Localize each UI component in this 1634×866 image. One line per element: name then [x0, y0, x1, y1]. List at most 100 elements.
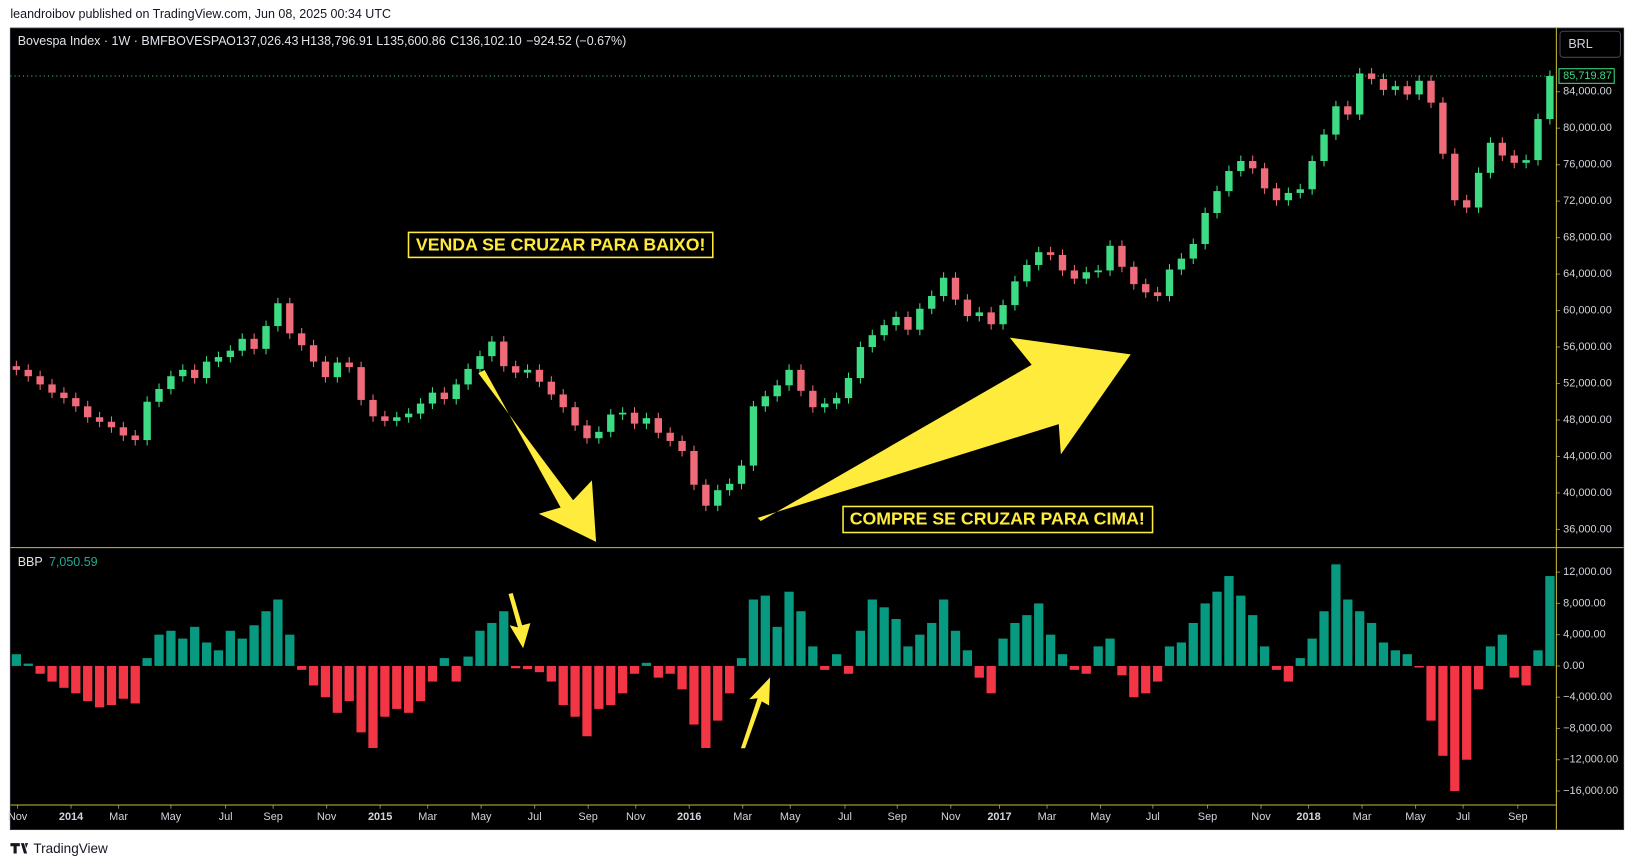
histogram-bar — [201, 642, 212, 666]
ohlc-high: H138,796.91 — [301, 34, 373, 48]
x-tick-label: Jul — [1146, 811, 1160, 823]
y-tick-label: 64,000.00 — [1563, 268, 1612, 280]
x-tick-label: Jul — [1456, 811, 1470, 823]
candle-body — [250, 338, 258, 349]
histogram-bar — [1283, 665, 1294, 682]
candle-body — [809, 390, 817, 408]
candle-body — [1249, 161, 1257, 169]
histogram-bar — [1331, 564, 1341, 666]
histogram-bar — [261, 611, 271, 666]
histogram-bar — [784, 591, 794, 666]
y-tick-label: 48,000.00 — [1563, 414, 1612, 426]
histogram-bar — [225, 630, 235, 666]
histogram-bar — [867, 599, 877, 666]
candle-body — [440, 392, 449, 400]
candle-body — [535, 369, 544, 382]
x-tick-label: Sep — [263, 811, 282, 823]
symbol-title: Bovespa Index · 1W · BMFBOVESPA — [18, 34, 228, 48]
histogram-bar — [1176, 642, 1187, 666]
y-tick-label: 4,000.00 — [1563, 629, 1606, 641]
arrow — [757, 337, 1131, 522]
candle-body — [1046, 252, 1055, 255]
histogram-bar — [1414, 665, 1424, 668]
candle-body — [916, 308, 924, 330]
histogram-bar — [94, 665, 105, 708]
histogram-bar — [725, 665, 735, 694]
candle-body — [928, 295, 936, 309]
candle-body — [547, 381, 556, 395]
histogram-bar — [1164, 646, 1175, 666]
publisher-line: leandroibov published on TradingView.com… — [10, 7, 391, 21]
candle-body — [95, 417, 104, 422]
x-tick-label: 2015 — [368, 811, 392, 823]
histogram-bar — [1319, 611, 1329, 666]
histogram-bar — [1212, 591, 1222, 666]
y-tick-label: −12,000.00 — [1563, 754, 1618, 766]
histogram-bar — [998, 638, 1008, 666]
x-tick-label: Mar — [1353, 811, 1372, 823]
arrow — [478, 369, 597, 542]
candle-body — [1094, 270, 1102, 273]
candle-body — [488, 341, 496, 357]
candle-body — [666, 432, 674, 441]
candle-body — [1118, 245, 1126, 267]
x-tick-label: Sep — [578, 811, 597, 823]
candle-body — [761, 396, 769, 407]
candle-body — [60, 392, 68, 399]
histogram-bar — [308, 665, 319, 686]
histogram-bar — [427, 665, 438, 682]
ohlc-open: O137,026.43 — [226, 34, 298, 48]
histogram-bar — [522, 665, 533, 670]
candle-body — [618, 412, 627, 415]
candle-body — [1130, 266, 1138, 285]
histogram-bar — [1509, 665, 1519, 678]
candle-body — [690, 450, 698, 485]
candle-body — [464, 368, 472, 385]
indicator-title: BBP — [18, 555, 43, 569]
plot-layer: 36,000.00 40,000.00 44,000.00 48,000.00 52,0… — [8, 67, 1618, 823]
currency-label[interactable]: BRL — [1568, 37, 1592, 51]
candle-body — [143, 401, 151, 441]
y-tick-label: 0.00 — [1563, 660, 1584, 672]
x-tick-label: Sep — [1198, 811, 1217, 823]
histogram-bar — [843, 665, 854, 674]
x-tick-label: Nov — [626, 811, 646, 823]
histogram-bar — [1259, 646, 1270, 666]
x-tick-label: Jul — [838, 811, 852, 823]
candle-body — [155, 388, 163, 402]
y-tick-label: 8,000.00 — [1563, 597, 1606, 609]
candle-body — [868, 335, 876, 348]
candle-body — [119, 427, 128, 436]
candle-body — [1237, 161, 1245, 172]
histogram-bar — [582, 665, 592, 737]
arrow — [740, 677, 771, 749]
histogram-bar — [701, 665, 711, 748]
candle-body — [951, 277, 960, 300]
histogram-bar — [332, 665, 342, 713]
candle-body — [1451, 153, 1459, 201]
candle-body — [190, 369, 199, 379]
y-tick-label: 12,000.00 — [1563, 566, 1612, 578]
y-tick-label: 60,000.00 — [1563, 304, 1612, 316]
candle-body — [737, 465, 746, 484]
histogram-bar — [415, 665, 426, 702]
arrow — [508, 592, 531, 649]
currency-button[interactable] — [1559, 30, 1621, 58]
y-tick-label: 72,000.00 — [1563, 195, 1612, 207]
candle-body — [904, 316, 912, 330]
histogram-bar — [831, 654, 842, 666]
candle-body — [571, 407, 579, 426]
histogram-bar — [511, 665, 521, 669]
candle-body — [1439, 102, 1447, 154]
candle-body — [1165, 269, 1174, 296]
brand-name: TradingView — [33, 841, 108, 856]
candle-body — [1106, 245, 1114, 271]
candle-body — [226, 350, 235, 358]
candle-body — [1356, 73, 1364, 115]
histogram-bar — [11, 654, 22, 666]
candle-body — [714, 490, 722, 506]
candle-body — [1260, 168, 1269, 189]
histogram-bar — [392, 665, 402, 709]
histogram-bar — [1485, 646, 1496, 666]
